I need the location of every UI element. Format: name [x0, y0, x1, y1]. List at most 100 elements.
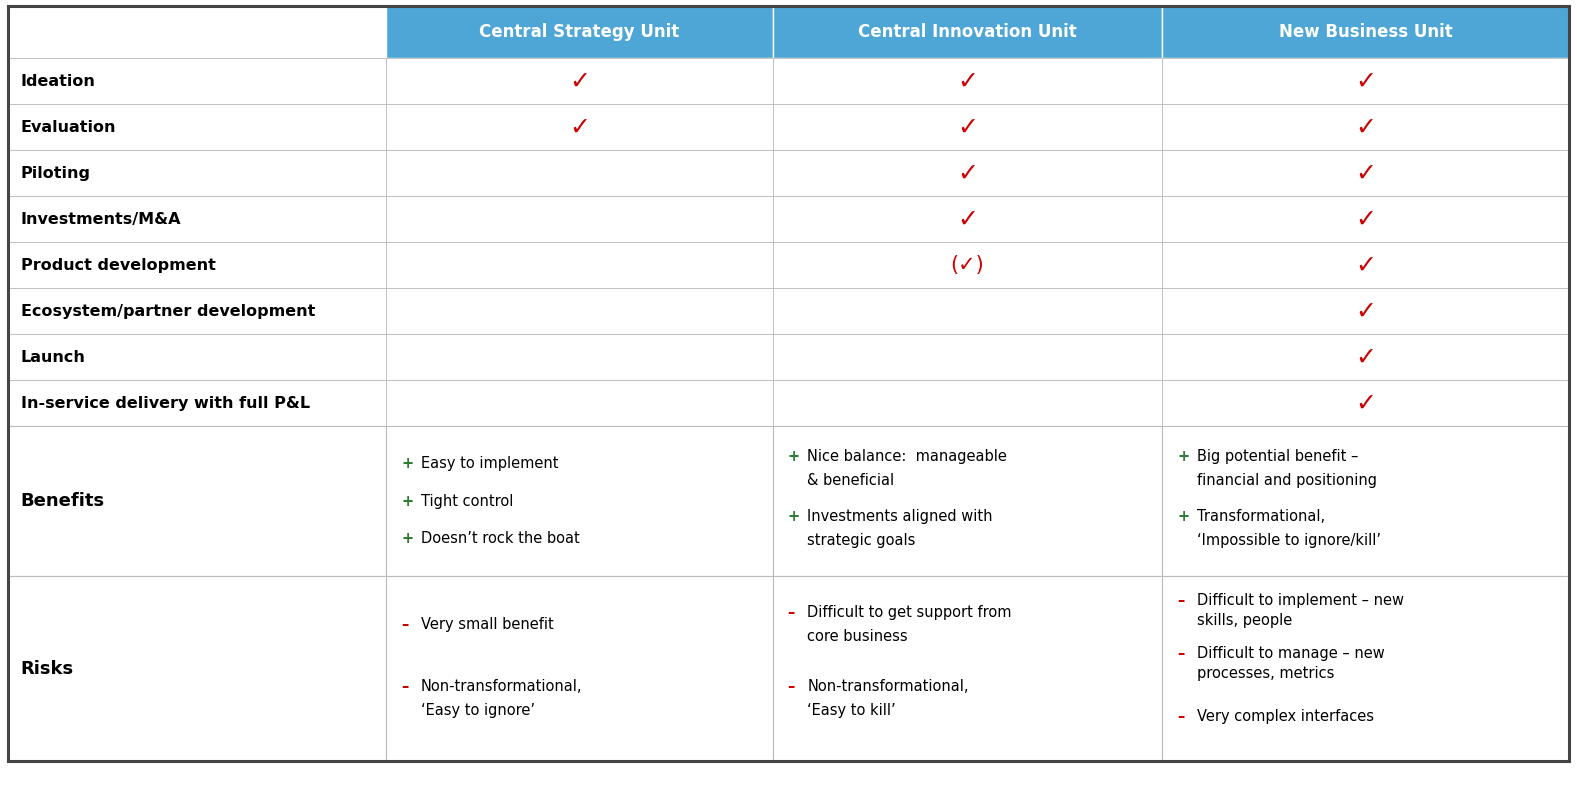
- Text: Transformational,: Transformational,: [1197, 509, 1325, 524]
- Text: New Business Unit: New Business Unit: [1279, 23, 1452, 41]
- Bar: [386, 105, 773, 151]
- Bar: [386, 576, 773, 762]
- Text: ✓: ✓: [1355, 253, 1377, 277]
- Bar: [8, 197, 386, 243]
- Bar: [1162, 576, 1569, 762]
- Bar: [8, 151, 386, 197]
- Bar: [8, 243, 386, 289]
- Text: +: +: [402, 456, 419, 472]
- Text: skills, people: skills, people: [1197, 613, 1292, 629]
- Text: Non-transformational,: Non-transformational,: [807, 679, 968, 694]
- Bar: [8, 380, 386, 426]
- Bar: [8, 59, 386, 105]
- Bar: [1162, 334, 1569, 380]
- Bar: [8, 105, 386, 151]
- Bar: [8, 334, 386, 380]
- Text: Benefits: Benefits: [21, 492, 104, 510]
- Bar: [773, 197, 1162, 243]
- Text: Piloting: Piloting: [21, 166, 90, 181]
- Text: Nice balance:  manageable: Nice balance: manageable: [807, 449, 1008, 464]
- Text: Easy to implement: Easy to implement: [421, 456, 558, 472]
- Text: Difficult to get support from: Difficult to get support from: [807, 605, 1012, 620]
- Text: ✓: ✓: [569, 69, 590, 93]
- Text: Ideation: Ideation: [21, 74, 95, 89]
- Bar: [1162, 426, 1569, 576]
- Text: Doesn’t rock the boat: Doesn’t rock the boat: [421, 531, 580, 546]
- Text: ‘Impossible to ignore/kill’: ‘Impossible to ignore/kill’: [1197, 533, 1381, 548]
- Text: Central Innovation Unit: Central Innovation Unit: [858, 23, 1077, 41]
- Text: Risks: Risks: [21, 660, 74, 678]
- Text: In-service delivery with full P&L: In-service delivery with full P&L: [21, 396, 309, 411]
- Bar: [773, 59, 1162, 105]
- Bar: [386, 6, 773, 59]
- Text: ✓: ✓: [1355, 69, 1377, 93]
- Text: +: +: [1178, 449, 1195, 464]
- Text: core business: core business: [807, 629, 908, 644]
- Text: –: –: [402, 617, 415, 632]
- Bar: [773, 289, 1162, 334]
- Bar: [8, 426, 386, 576]
- Bar: [386, 380, 773, 426]
- Bar: [386, 151, 773, 197]
- Bar: [1162, 380, 1569, 426]
- Bar: [773, 576, 1162, 762]
- Bar: [773, 105, 1162, 151]
- Bar: [1162, 59, 1569, 105]
- Text: ✓: ✓: [1355, 392, 1377, 415]
- Text: Very complex interfaces: Very complex interfaces: [1197, 709, 1374, 724]
- Bar: [1162, 6, 1569, 59]
- Text: Big potential benefit –: Big potential benefit –: [1197, 449, 1358, 464]
- Bar: [8, 576, 386, 762]
- Bar: [1162, 105, 1569, 151]
- Text: processes, metrics: processes, metrics: [1197, 667, 1334, 681]
- Text: (✓): (✓): [951, 256, 984, 276]
- Text: financial and positioning: financial and positioning: [1197, 473, 1377, 488]
- Text: strategic goals: strategic goals: [807, 533, 916, 548]
- Text: Evaluation: Evaluation: [21, 120, 117, 135]
- Text: ✓: ✓: [1355, 161, 1377, 185]
- Text: Non-transformational,: Non-transformational,: [421, 679, 582, 694]
- Text: –: –: [1178, 709, 1191, 724]
- Text: Very small benefit: Very small benefit: [421, 617, 554, 632]
- Text: ✓: ✓: [1355, 207, 1377, 231]
- Text: Investments aligned with: Investments aligned with: [807, 509, 994, 524]
- Text: ✓: ✓: [569, 115, 590, 139]
- Bar: [386, 243, 773, 289]
- Bar: [1162, 197, 1569, 243]
- Text: ✓: ✓: [1355, 300, 1377, 323]
- Bar: [386, 334, 773, 380]
- Text: & beneficial: & beneficial: [807, 473, 894, 488]
- Bar: [773, 243, 1162, 289]
- Text: +: +: [402, 494, 419, 509]
- Bar: [386, 289, 773, 334]
- Text: ✓: ✓: [957, 207, 978, 231]
- Text: Product development: Product development: [21, 258, 216, 273]
- Bar: [1162, 289, 1569, 334]
- Text: ‘Easy to ignore’: ‘Easy to ignore’: [421, 703, 535, 718]
- Bar: [386, 59, 773, 105]
- Text: –: –: [402, 679, 415, 694]
- Text: –: –: [1178, 646, 1191, 661]
- Text: –: –: [788, 679, 801, 694]
- Bar: [773, 6, 1162, 59]
- Bar: [773, 334, 1162, 380]
- Text: ✓: ✓: [1355, 346, 1377, 369]
- Text: +: +: [402, 531, 419, 546]
- Bar: [773, 380, 1162, 426]
- Bar: [1162, 243, 1569, 289]
- Bar: [773, 426, 1162, 576]
- Text: ✓: ✓: [1355, 115, 1377, 139]
- Text: Difficult to implement – new: Difficult to implement – new: [1197, 593, 1404, 609]
- Bar: [773, 151, 1162, 197]
- Bar: [8, 289, 386, 334]
- Text: ✓: ✓: [957, 69, 978, 93]
- Bar: [386, 426, 773, 576]
- Text: ✓: ✓: [957, 115, 978, 139]
- Text: Central Strategy Unit: Central Strategy Unit: [479, 23, 680, 41]
- Text: ✓: ✓: [957, 161, 978, 185]
- Bar: [386, 197, 773, 243]
- Text: –: –: [1178, 593, 1191, 609]
- Text: Tight control: Tight control: [421, 494, 514, 509]
- Text: +: +: [788, 509, 806, 524]
- Text: Difficult to manage – new: Difficult to manage – new: [1197, 646, 1385, 661]
